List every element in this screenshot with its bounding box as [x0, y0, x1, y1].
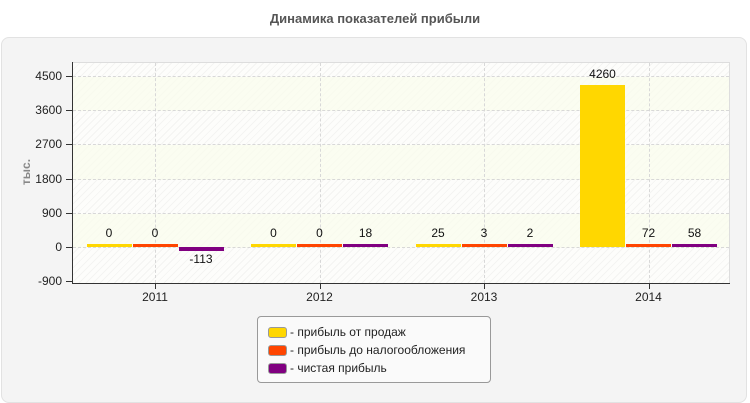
- legend-label: - прибыль от продаж: [290, 325, 406, 339]
- value-label: 72: [641, 226, 656, 240]
- value-label: 2: [526, 226, 534, 240]
- value-label: 0: [105, 226, 113, 240]
- y-axis: [72, 62, 73, 283]
- legend-item-pretax-profit[interactable]: - прибыль до налогообложения: [268, 342, 465, 358]
- plot-area: [72, 62, 730, 283]
- bar-pretax-profit-2013[interactable]: [461, 244, 507, 247]
- bar-pretax-profit-2012[interactable]: [297, 244, 342, 247]
- chart-title: Динамика показателей прибыли: [269, 11, 481, 26]
- legend-swatch-icon: [268, 362, 287, 374]
- y-tick-label: 900: [41, 206, 62, 220]
- value-label: -113: [189, 252, 213, 267]
- value-label: 25: [431, 226, 445, 240]
- value-label: 4260: [589, 67, 616, 82]
- legend-swatch-icon: [268, 326, 287, 338]
- bar-pretax-profit-2014[interactable]: [626, 244, 671, 247]
- legend-item-net-profit[interactable]: - чистая прибыль: [268, 360, 387, 376]
- value-label: 58: [687, 226, 702, 240]
- x-tick: [484, 283, 485, 289]
- y-tick-label: 0: [55, 240, 62, 254]
- bar-sales-profit-2011[interactable]: [86, 244, 132, 247]
- grid-band: [72, 77, 729, 112]
- x-axis: [72, 283, 730, 284]
- y-tick: [66, 179, 72, 180]
- bar-sales-profit-2012[interactable]: [251, 244, 296, 247]
- h-gridline: [73, 76, 729, 77]
- bar-sales-profit-2014[interactable]: [580, 85, 625, 247]
- bar-net-profit-2014[interactable]: [672, 244, 717, 247]
- x-tick: [320, 283, 321, 289]
- bar-net-profit-2012[interactable]: [343, 244, 388, 247]
- y-tick: [66, 76, 72, 77]
- y-tick: [66, 110, 72, 111]
- h-gridline: [73, 144, 729, 145]
- legend-swatch-icon: [268, 344, 287, 356]
- value-label: 18: [358, 226, 373, 240]
- x-tick-label: 2014: [635, 290, 662, 304]
- v-gridline: [320, 63, 321, 283]
- y-tick-label: 4500: [35, 69, 62, 83]
- h-gridline: [73, 247, 729, 248]
- v-gridline: [484, 63, 485, 283]
- y-tick: [66, 281, 72, 282]
- y-tick: [66, 144, 72, 145]
- value-label: 3: [480, 226, 488, 240]
- bar-pretax-profit-2011[interactable]: [132, 244, 178, 247]
- value-label: 0: [270, 226, 277, 240]
- v-gridline: [155, 63, 156, 283]
- y-tick-label: 3600: [35, 103, 62, 117]
- x-tick-label: 2013: [470, 290, 498, 304]
- y-tick: [66, 213, 72, 214]
- y-tick-label: -900: [37, 274, 62, 288]
- grid-band: [72, 145, 729, 180]
- legend: - прибыль от продаж - прибыль до налогоо…: [257, 316, 491, 383]
- bar-net-profit-2013[interactable]: [507, 244, 553, 247]
- h-gridline: [73, 179, 729, 180]
- value-label: 0: [316, 226, 323, 240]
- legend-label: - прибыль до налогообложения: [290, 343, 466, 357]
- legend-item-sales-profit[interactable]: - прибыль от продаж: [268, 324, 406, 340]
- bar-sales-profit-2013[interactable]: [415, 244, 461, 247]
- h-gridline: [73, 213, 729, 214]
- y-tick: [66, 247, 72, 248]
- y-tick-label: 2700: [35, 137, 62, 151]
- x-tick-label: 2011: [142, 290, 168, 304]
- x-tick: [649, 283, 650, 289]
- h-gridline: [73, 110, 729, 111]
- x-tick-label: 2012: [306, 290, 333, 304]
- legend-label: - чистая прибыль: [290, 361, 387, 375]
- v-gridline: [649, 63, 650, 283]
- bar-net-profit-2011[interactable]: [178, 247, 224, 252]
- value-label: 0: [151, 226, 159, 240]
- x-tick: [155, 283, 156, 289]
- y-tick-label: 1800: [35, 172, 62, 186]
